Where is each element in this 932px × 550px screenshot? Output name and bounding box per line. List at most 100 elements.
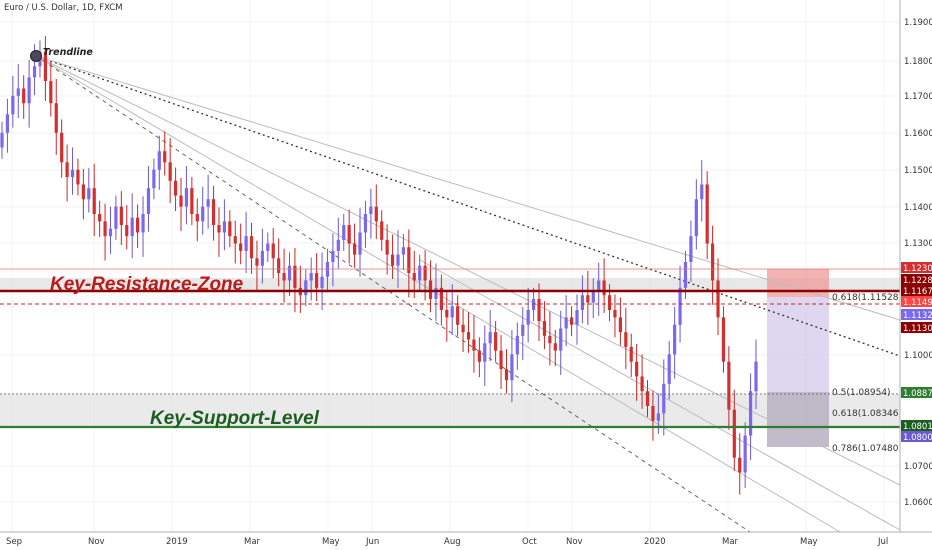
- price-badge-label: 1.08004: [903, 433, 932, 443]
- candle-body: [136, 217, 140, 233]
- candle-body: [363, 214, 368, 233]
- candle-body: [119, 206, 123, 226]
- trendline-label: Trendline: [43, 47, 93, 58]
- price-badge-label: 1.11678: [903, 287, 932, 297]
- price-tick-label: 1.17000: [904, 92, 932, 102]
- time-axis[interactable]: [0, 532, 932, 550]
- fan-line-1: [35, 55, 901, 321]
- candle-body: [336, 239, 340, 251]
- price-badge: [901, 420, 932, 431]
- target-red-box: [767, 269, 829, 297]
- time-tick-label: 2020: [644, 537, 666, 547]
- price-badge: [901, 322, 932, 333]
- time-tick-label: Oct: [522, 537, 537, 547]
- candle-body: [76, 169, 80, 185]
- candle-body: [179, 195, 183, 207]
- candle-body: [542, 321, 547, 336]
- candle-body: [575, 310, 579, 325]
- candle-body: [439, 287, 443, 310]
- candle-body: [754, 361, 758, 392]
- candle-body: [504, 369, 509, 381]
- price-tick-label: 1.06000: [904, 498, 932, 508]
- candle-body: [266, 243, 270, 251]
- candle-body: [11, 95, 15, 115]
- candle-body: [168, 162, 172, 181]
- candle-body: [597, 280, 601, 292]
- candle-body: [418, 265, 422, 281]
- candle-body: [287, 265, 292, 281]
- candle-body: [315, 273, 319, 288]
- resistance-zone-label: Key-Resistance-Zone: [50, 274, 244, 295]
- price-badge: [901, 431, 932, 442]
- candle-body: [483, 343, 487, 362]
- price-tick-label: 1.13000: [904, 239, 932, 249]
- candle-body: [618, 317, 622, 333]
- candle-body: [445, 310, 449, 318]
- time-axis-ticks: Sep Nov 2019 Mar May Jun Aug Oct Nov 2020 Mar May Ju…: [6, 537, 888, 547]
- price-badge: [901, 296, 932, 307]
- price-tick-label: 1.10000: [904, 351, 932, 361]
- candle-body: [43, 51, 47, 82]
- candle-body: [249, 236, 254, 259]
- time-tick-label: Nov: [566, 537, 583, 547]
- candle-body: [678, 287, 682, 325]
- candle-body: [141, 214, 145, 233]
- resistance-zone: [0, 278, 900, 292]
- price-tick-label: 1.18000: [904, 57, 932, 67]
- candle-body: [0, 132, 4, 148]
- candle-body: [396, 254, 400, 266]
- candle-body: [748, 391, 753, 436]
- candle-body: [125, 225, 129, 237]
- fib-label-0618-upper: 0.618(1.11528): [832, 293, 902, 303]
- candle-body: [255, 258, 259, 266]
- time-tick-label: Aug: [444, 537, 461, 547]
- candle-body: [727, 361, 731, 410]
- candle-body: [190, 188, 194, 214]
- time-tick-label: 2019: [166, 537, 188, 547]
- candle-body: [70, 169, 75, 178]
- price-tick-label: 1.15000: [904, 166, 932, 176]
- price-badge: [901, 262, 932, 273]
- candle-body: [309, 273, 313, 281]
- candle-body: [466, 332, 471, 340]
- fib-label-0786: 0.786(1.07480): [832, 444, 902, 454]
- price-badge-label: 1.11496: [903, 298, 932, 308]
- candle-body: [510, 354, 514, 381]
- trendline-pivot-marker[interactable]: [30, 50, 42, 62]
- price-tick-label: 1.19000: [904, 18, 932, 28]
- candle-body: [352, 243, 357, 255]
- candle-body: [228, 221, 232, 237]
- candle-body: [521, 324, 525, 336]
- candle-body: [16, 88, 20, 96]
- candle-body: [705, 184, 709, 244]
- candle-body: [591, 291, 595, 303]
- candle-body: [553, 343, 557, 351]
- candle-body: [515, 335, 519, 355]
- candle-body: [369, 206, 373, 214]
- candle-body: [488, 332, 492, 344]
- candle-body: [32, 66, 37, 78]
- candle-body: [700, 184, 704, 200]
- target-gray-box: [767, 392, 829, 447]
- price-badge: [901, 285, 932, 296]
- channel-line: [419, 259, 901, 531]
- candle-body: [683, 262, 688, 288]
- candle-body: [22, 88, 26, 104]
- candle-body: [673, 324, 677, 355]
- target-purple-box: [767, 297, 829, 447]
- candle-body: [222, 221, 227, 233]
- candle-body: [374, 206, 378, 222]
- candle-body: [635, 361, 639, 377]
- price-badge-label: 1.08012: [903, 422, 932, 432]
- candle-body: [613, 310, 617, 318]
- time-tick-label: Mar: [722, 537, 739, 547]
- candle-body: [5, 114, 10, 133]
- candle-body: [407, 247, 411, 274]
- candle-body: [390, 254, 395, 266]
- candle-body: [401, 247, 406, 255]
- candle-body: [320, 276, 324, 288]
- candle-body: [92, 188, 96, 214]
- candle-body: [624, 332, 628, 347]
- time-tick-label: Nov: [88, 537, 105, 547]
